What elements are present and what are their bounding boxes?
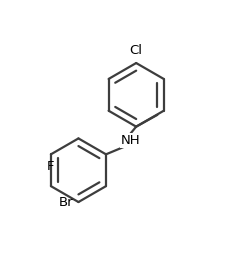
Text: NH: NH bbox=[121, 134, 140, 147]
Text: F: F bbox=[47, 160, 55, 173]
Text: Br: Br bbox=[59, 196, 74, 208]
Text: Cl: Cl bbox=[130, 44, 143, 57]
